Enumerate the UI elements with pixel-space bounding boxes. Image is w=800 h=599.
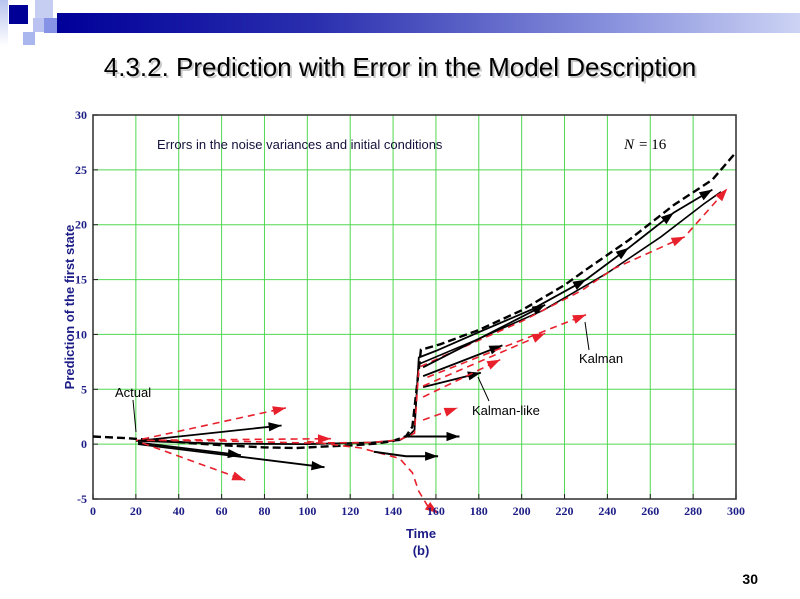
x-tick-label: 220	[556, 504, 574, 518]
kalman-like-label: Kalman-like	[472, 403, 540, 418]
y-tick-label: 25	[75, 163, 87, 177]
deco-square-navy	[9, 5, 28, 24]
series-kalman-dive	[307, 440, 439, 514]
series-kalman-arrow-up1	[142, 407, 287, 440]
in-plot-title: Errors in the noise variances and initia…	[157, 137, 443, 152]
actual-pointer-line	[132, 399, 137, 433]
series-layer	[92, 151, 737, 514]
x-tick-label: 240	[598, 504, 616, 518]
y-tick-label: 20	[75, 218, 87, 232]
page-number: 30	[742, 571, 758, 587]
arrowhead-kalman-like-main	[615, 247, 629, 260]
arrowhead-kalman-arrow-flat	[317, 434, 331, 444]
deco-square-light	[35, 0, 53, 18]
arrowhead-kalman-post-fan4	[572, 314, 586, 324]
x-tick-label: 200	[513, 504, 531, 518]
slide-title: 4.3.2. Prediction with Error in the Mode…	[103, 52, 697, 82]
series-kalman-post-fan2	[422, 358, 501, 398]
series-kalman-like-arrow-down2	[137, 443, 325, 469]
arrowhead-kalman-post-fan2	[486, 359, 501, 370]
kalman-pointer-line	[584, 321, 590, 351]
x-axis-label: Time	[406, 526, 436, 541]
x-tick-label: 40	[173, 504, 185, 518]
arrowhead-kalman-like-flat-lower	[425, 451, 439, 461]
arrowhead-kalman-main	[715, 188, 728, 202]
y-tick-label: 5	[81, 382, 87, 396]
series-actual	[92, 151, 737, 450]
deco-square-mid	[33, 18, 44, 32]
arrowhead-kalman-post-fan3	[531, 333, 546, 343]
series-kalman-like-arrow-up1	[137, 424, 282, 442]
x-tick-label: 280	[684, 504, 702, 518]
arrowhead-kalman-like-arrow-down2	[311, 461, 325, 471]
arrowhead-kalman-post-fan1	[443, 407, 458, 417]
x-tick-label: 160	[427, 504, 445, 518]
tick-layer: 0 20 40 60 80 100 120 140 160 180 200 220 240 260 280 3…	[75, 108, 745, 518]
series-kalman-post-fan3	[422, 332, 546, 387]
x-tick-label: 20	[130, 504, 142, 518]
kalman-label: Kalman	[579, 351, 623, 366]
x-tick-label: 100	[298, 504, 316, 518]
arrowhead-kalman-main	[670, 236, 685, 247]
y-tick-label: 0	[81, 437, 87, 451]
series-kalman-arrow-down1	[142, 442, 246, 482]
y-tick-label: 30	[75, 108, 87, 122]
x-tick-label: 120	[341, 504, 359, 518]
y-tick-label: 15	[75, 273, 87, 287]
y-tick-label: 10	[75, 327, 87, 341]
x-tick-label: 0	[90, 504, 96, 518]
series-kalman-main	[135, 187, 728, 444]
arrowhead-kalman-like-flat-upper	[446, 431, 460, 442]
x-tick-label: 140	[384, 504, 402, 518]
series-kalman-like-main	[135, 188, 713, 446]
series-kalman-like-arrow-down1	[137, 441, 242, 456]
deco-square-periwinkle	[44, 18, 57, 33]
x-axis-sublabel: (b)	[413, 543, 430, 558]
y-axis-label: Prediction of the first state	[62, 225, 77, 390]
n-annotation: N = 16	[623, 137, 667, 153]
series-kalman-like-post-fan2	[422, 344, 503, 377]
arrowhead-kalman-like-main	[572, 279, 586, 290]
actual-label: Actual	[115, 385, 151, 400]
x-tick-label: 180	[470, 504, 488, 518]
arrowhead-kalman-arrow-down1	[231, 471, 246, 481]
x-tick-label: 80	[258, 504, 270, 518]
arrowhead-kalman-arrow-up1	[272, 406, 286, 416]
series-kalman-arrow-flat	[146, 437, 331, 442]
arrowhead-kalman-like-post-fan3	[531, 304, 546, 315]
header-gradient-bar	[57, 13, 800, 33]
arrowhead-kalman-like-main	[698, 189, 713, 201]
deco-square-low	[23, 32, 35, 45]
series-kalman-like-post-fan3	[422, 303, 546, 369]
arrowhead-kalman-like-main	[660, 212, 674, 225]
annotation-layer: Errors in the noise variances and initia…	[62, 137, 667, 558]
y-tick-label: -5	[77, 492, 87, 506]
arrowhead-kalman-like-arrow-up1	[268, 422, 282, 432]
arrowhead-kalman-dive	[424, 502, 439, 514]
deco-left-strip	[0, 0, 8, 46]
series-kalman-post-fan4	[427, 313, 587, 378]
x-tick-label: 260	[641, 504, 659, 518]
kalman-like-pointer-line	[477, 376, 490, 402]
plot-frame	[92, 114, 737, 500]
x-tick-label: 60	[216, 504, 228, 518]
x-tick-label: 300	[727, 504, 745, 518]
